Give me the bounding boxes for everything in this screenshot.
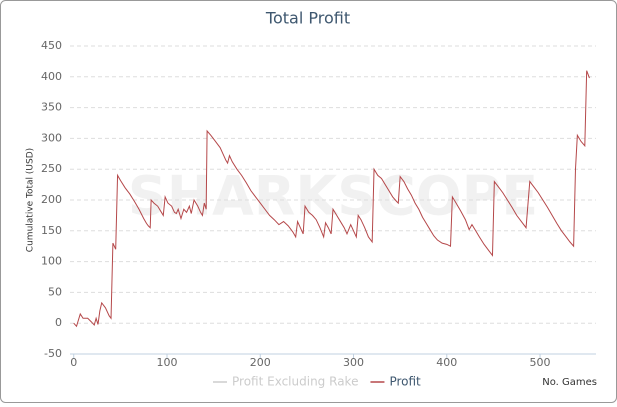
watermark: SHARKSCOPE (128, 165, 538, 228)
legend-label: Profit Excluding Rake (232, 375, 358, 389)
y-tick-label: 200 (41, 193, 62, 206)
y-tick-label: 450 (41, 39, 62, 52)
x-tick-label: 100 (156, 356, 177, 369)
legend-label: Profit (389, 375, 421, 389)
chart-title: Total Profit (265, 9, 350, 28)
x-tick-label: 0 (70, 356, 77, 369)
y-tick-label: 100 (41, 255, 62, 268)
y-tick-label: 300 (41, 131, 62, 144)
y-axis-label: Cumulative Total (USD) (26, 148, 36, 252)
y-tick-label: 150 (41, 224, 62, 237)
series-line (73, 70, 590, 328)
x-tick-label: 400 (436, 356, 457, 369)
y-tick-label: -50 (44, 347, 62, 360)
y-tick-label: 250 (41, 162, 62, 175)
x-tick-label: 200 (250, 356, 271, 369)
x-tick-label: 500 (530, 356, 551, 369)
y-tick-label: 0 (55, 316, 62, 329)
y-tick-label: 50 (48, 285, 62, 298)
y-tick-label: 350 (41, 101, 62, 114)
x-axis-label: No. Games (542, 377, 597, 388)
x-tick-label: 300 (343, 356, 364, 369)
y-tick-label: 400 (41, 70, 62, 83)
